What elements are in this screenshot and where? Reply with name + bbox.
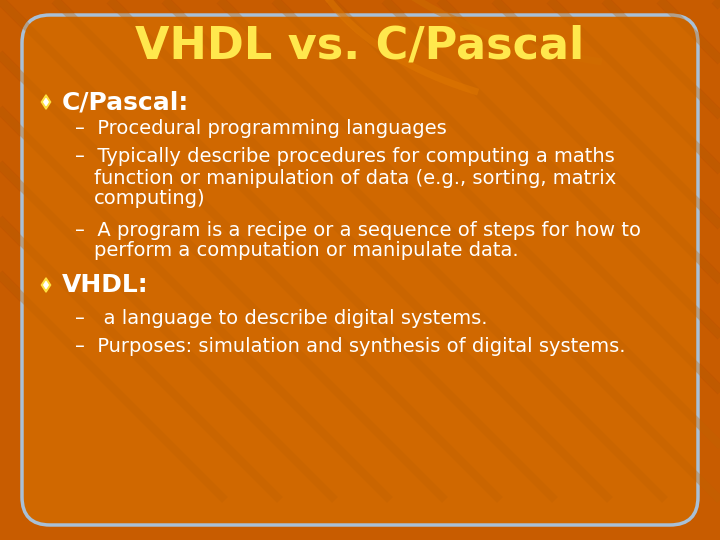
Text: –  Typically describe procedures for computing a maths: – Typically describe procedures for comp… xyxy=(75,147,615,166)
Text: C/Pascal:: C/Pascal: xyxy=(62,90,189,114)
Polygon shape xyxy=(44,98,48,105)
Text: computing): computing) xyxy=(94,190,206,208)
Polygon shape xyxy=(41,95,50,109)
FancyBboxPatch shape xyxy=(22,15,698,525)
Polygon shape xyxy=(44,281,48,288)
Polygon shape xyxy=(41,278,50,292)
Text: –  Procedural programming languages: – Procedural programming languages xyxy=(75,118,446,138)
Text: VHDL:: VHDL: xyxy=(62,273,148,297)
Text: perform a computation or manipulate data.: perform a computation or manipulate data… xyxy=(94,241,518,260)
Text: function or manipulation of data (e.g., sorting, matrix: function or manipulation of data (e.g., … xyxy=(94,168,616,187)
Text: –   a language to describe digital systems.: – a language to describe digital systems… xyxy=(75,308,487,327)
Text: –  A program is a recipe or a sequence of steps for how to: – A program is a recipe or a sequence of… xyxy=(75,220,641,240)
Text: –  Purposes: simulation and synthesis of digital systems.: – Purposes: simulation and synthesis of … xyxy=(75,338,626,356)
Text: VHDL vs. C/Pascal: VHDL vs. C/Pascal xyxy=(135,24,585,68)
